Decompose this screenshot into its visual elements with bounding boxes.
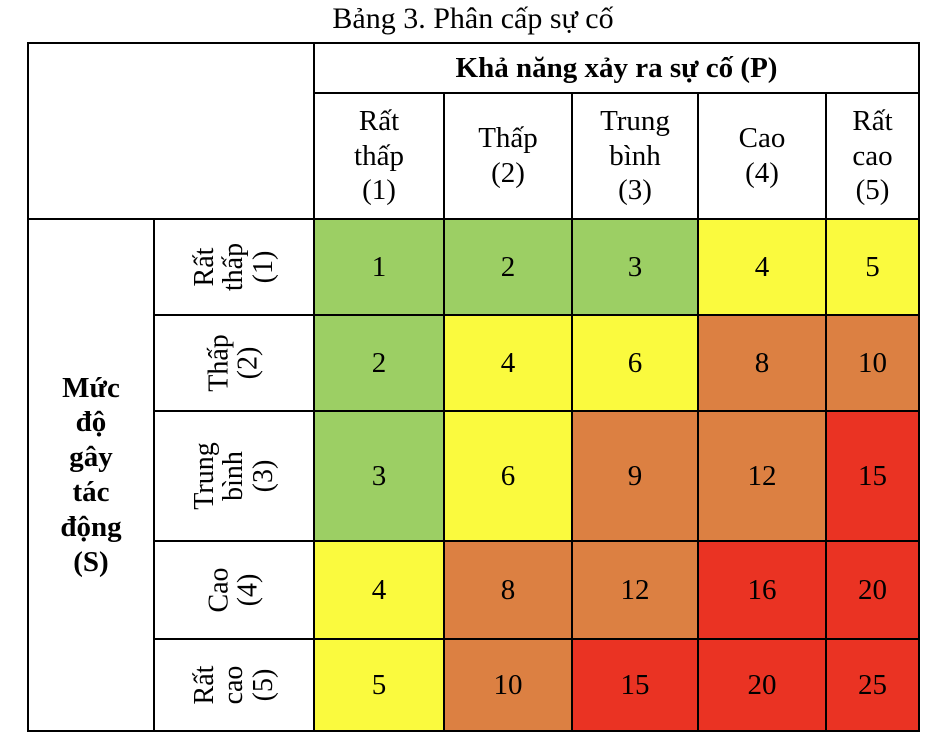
row-4-line-2: (4) xyxy=(233,573,264,607)
row-5-line-2: cao xyxy=(218,665,250,705)
probability-col-4: Cao (4) xyxy=(697,92,827,220)
matrix-cell: 15 xyxy=(571,638,699,732)
matrix-cell: 15 xyxy=(825,410,920,542)
col-1-line-1: Rất xyxy=(358,104,400,137)
matrix-cell: 5 xyxy=(825,218,920,316)
row-1-line-2: thấp xyxy=(218,242,250,292)
matrix-cell: 10 xyxy=(443,638,573,732)
matrix-cell: 25 xyxy=(825,638,920,732)
row-3-line-2: bình xyxy=(218,451,250,501)
risk-matrix-table: Khả năng xảy ra sự cố (P) Rất thấp (1) T… xyxy=(27,42,920,732)
col-5-line-2: cao xyxy=(852,139,893,172)
row-1-line-1: Rất xyxy=(188,247,220,287)
matrix-cell: 3 xyxy=(571,218,699,316)
matrix-cell: 6 xyxy=(571,314,699,412)
severity-line-1: Mức xyxy=(62,371,120,404)
severity-row-5-label: Rất cao (5) xyxy=(153,638,315,732)
col-3-line-1: Trung xyxy=(600,104,670,137)
matrix-cell: 9 xyxy=(571,410,699,542)
matrix-cell: 12 xyxy=(697,410,827,542)
col-4-line-1: Cao xyxy=(738,122,786,155)
corner-blank-cell xyxy=(27,42,315,220)
col-2-line-1: Thấp xyxy=(478,122,538,155)
severity-line-3: gây xyxy=(69,441,113,474)
matrix-cell: 20 xyxy=(825,540,920,640)
severity-row-3-label: Trung bình (3) xyxy=(153,410,315,542)
row-3-line-3: (3) xyxy=(247,459,279,493)
row-5-line-1: Rất xyxy=(188,665,220,705)
matrix-cell: 4 xyxy=(313,540,445,640)
severity-line-6: (S) xyxy=(73,545,109,578)
col-2-line-2: (2) xyxy=(491,157,525,189)
probability-header: Khả năng xảy ra sự cố (P) xyxy=(313,42,920,94)
col-3-line-2: bình xyxy=(609,139,661,172)
col-4-line-2: (4) xyxy=(745,157,779,189)
matrix-cell: 8 xyxy=(443,540,573,640)
severity-row-1-label: Rất thấp (1) xyxy=(153,218,315,316)
probability-col-1: Rất thấp (1) xyxy=(313,92,445,220)
matrix-cell: 16 xyxy=(697,540,827,640)
row-4-line-1: Cao xyxy=(203,567,235,613)
severity-line-2: độ xyxy=(75,406,107,439)
matrix-cell: 20 xyxy=(697,638,827,732)
probability-col-5: Rất cao (5) xyxy=(825,92,920,220)
col-1-line-3: (1) xyxy=(362,174,396,207)
row-3-line-1: Trung xyxy=(188,442,220,510)
matrix-cell: 4 xyxy=(443,314,573,412)
row-1-line-3: (1) xyxy=(247,250,279,284)
table-caption: Bảng 3. Phân cấp sự cố xyxy=(332,2,614,35)
severity-line-5: động xyxy=(60,510,122,543)
probability-col-3: Trung bình (3) xyxy=(571,92,699,220)
matrix-cell: 2 xyxy=(443,218,573,316)
probability-col-2: Thấp (2) xyxy=(443,92,573,220)
col-3-line-3: (3) xyxy=(618,174,652,207)
matrix-cell: 10 xyxy=(825,314,920,412)
row-5-line-3: (5) xyxy=(247,668,279,702)
matrix-cell: 12 xyxy=(571,540,699,640)
matrix-cell: 5 xyxy=(313,638,445,732)
row-2-line-1: Thấp xyxy=(203,334,235,392)
row-2-line-2: (2) xyxy=(233,346,264,380)
matrix-cell: 3 xyxy=(313,410,445,542)
matrix-cell: 8 xyxy=(697,314,827,412)
col-1-line-2: thấp xyxy=(354,139,404,172)
matrix-cell: 6 xyxy=(443,410,573,542)
severity-header: Mức độ gây tác động (S) xyxy=(27,218,155,732)
col-5-line-3: (5) xyxy=(855,174,890,207)
col-5-line-1: Rất xyxy=(852,104,893,137)
matrix-cell: 2 xyxy=(313,314,445,412)
severity-row-2-label: Thấp (2) xyxy=(153,314,315,412)
severity-line-4: tác xyxy=(72,476,110,508)
matrix-cell: 4 xyxy=(697,218,827,316)
matrix-cell: 1 xyxy=(313,218,445,316)
severity-row-4-label: Cao (4) xyxy=(153,540,315,640)
